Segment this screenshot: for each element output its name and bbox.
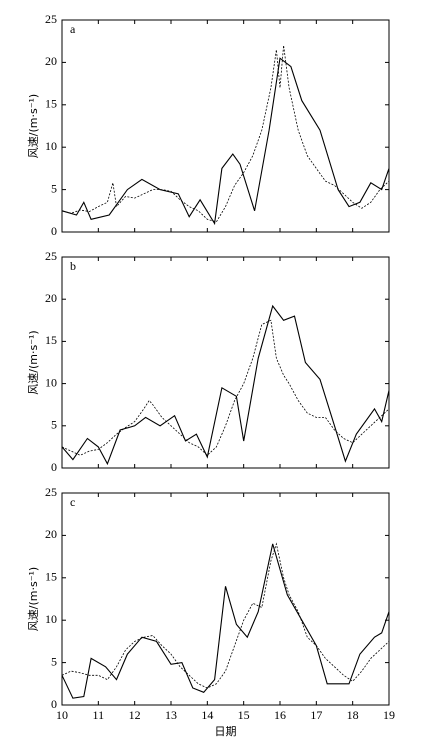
y-tick-label: 0 — [51, 224, 57, 238]
y-tick-label: 0 — [51, 460, 57, 474]
y-axis-label: 风速/(m·s⁻¹) — [27, 567, 40, 631]
x-tick-label: 10 — [56, 708, 68, 722]
x-tick-label: 18 — [347, 708, 359, 722]
y-tick-label: 25 — [45, 485, 57, 499]
y-tick-label: 5 — [51, 181, 57, 195]
y-tick-label: 25 — [45, 249, 57, 263]
x-axis-label: 日期 — [215, 725, 237, 738]
y-tick-label: 15 — [45, 97, 57, 111]
y-tick-label: 20 — [45, 291, 57, 305]
y-tick-label: 10 — [45, 375, 57, 389]
y-tick-label: 15 — [45, 570, 57, 584]
y-tick-label: 15 — [45, 333, 57, 347]
y-tick-label: 25 — [45, 12, 57, 26]
y-tick-label: 10 — [45, 139, 57, 153]
y-axis-label: 风速/(m·s⁻¹) — [27, 94, 40, 158]
plot-frame — [61, 19, 390, 233]
series-line — [61, 45, 390, 223]
y-tick-label: 10 — [45, 612, 57, 626]
y-tick-label: 20 — [45, 54, 57, 68]
series-line — [61, 319, 390, 456]
x-tick-label: 19 — [383, 708, 395, 722]
series-line — [61, 542, 390, 689]
series-line — [61, 57, 390, 226]
x-tick-label: 16 — [274, 708, 286, 722]
y-tick-label: 20 — [45, 527, 57, 541]
panel-label: c — [70, 495, 75, 509]
series-line — [61, 543, 390, 699]
x-tick-label: 17 — [310, 708, 322, 722]
y-tick-label: 0 — [51, 697, 57, 711]
x-tick-label: 14 — [201, 708, 213, 722]
x-tick-label: 13 — [165, 708, 177, 722]
series-line — [61, 304, 390, 466]
panel-label: a — [70, 22, 76, 36]
plot-frame — [61, 492, 390, 706]
y-tick-label: 5 — [51, 654, 57, 668]
x-tick-label: 12 — [129, 708, 141, 722]
y-tick-label: 5 — [51, 418, 57, 432]
y-axis-label: 风速/(m·s⁻¹) — [27, 330, 40, 394]
x-tick-label: 11 — [93, 708, 105, 722]
plot-frame — [61, 256, 390, 469]
x-tick-label: 15 — [238, 708, 250, 722]
panel-label: b — [70, 259, 76, 273]
